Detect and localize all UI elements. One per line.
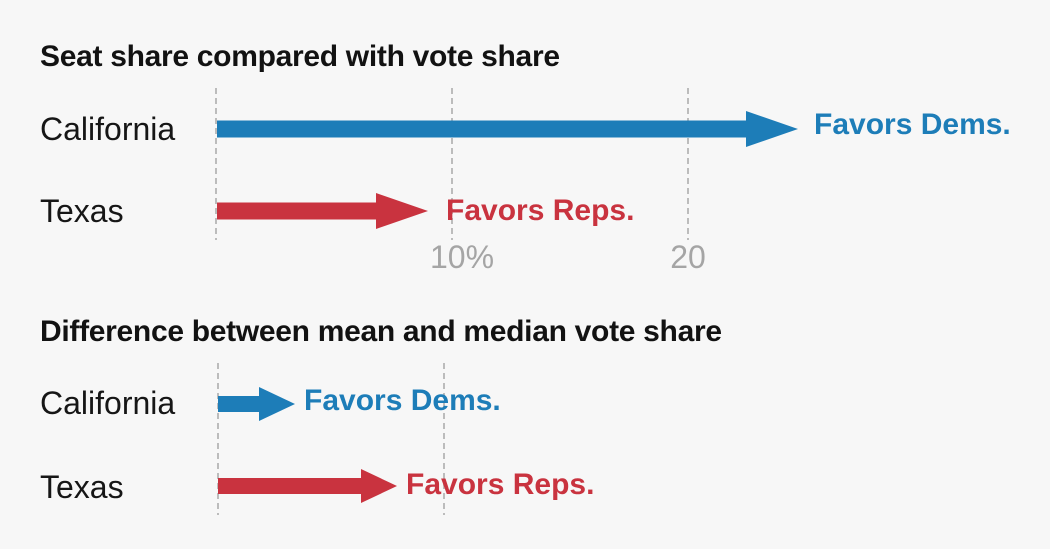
- chart1-california-favors-label: Favors Dems.: [814, 108, 1011, 141]
- chart1-texas-favors-label: Favors Reps.: [446, 194, 635, 227]
- chart2-row-label-texas: Texas: [40, 469, 124, 505]
- chart2-california-dem-arrow: [218, 387, 295, 421]
- arrow-head: [376, 193, 428, 229]
- chart1-axis-tick-10: 10%: [429, 239, 495, 275]
- arrow-shaft: [218, 396, 261, 412]
- chart1-axis-tick-20: 20: [670, 239, 706, 275]
- arrow-head: [361, 469, 397, 503]
- chart1-row-label-texas: Texas: [40, 193, 124, 229]
- chart2-texas-favors-label: Favors Reps.: [406, 468, 595, 501]
- chart2-texas-rep-arrow: [218, 469, 397, 503]
- arrow-shaft: [217, 120, 748, 138]
- chart2-title: Difference between mean and median vote …: [40, 315, 722, 348]
- arrow-shaft: [217, 202, 378, 220]
- arrow-head: [259, 387, 295, 421]
- arrow-shaft: [218, 478, 363, 494]
- chart1-gridline-10: [451, 88, 453, 240]
- chart2-row-label-california: California: [40, 385, 176, 421]
- chart1-gridline-20: [687, 88, 689, 240]
- chart1-title: Seat share compared with vote share: [40, 40, 560, 73]
- arrow-head: [746, 111, 798, 147]
- chart1-gridline-0: [215, 88, 217, 240]
- chart2-california-favors-label: Favors Dems.: [304, 384, 501, 417]
- chart1-california-dem-arrow: [217, 111, 798, 147]
- chart2-gridline-0: [217, 363, 219, 515]
- chart2-gridline-1: [443, 363, 445, 515]
- chart1-row-label-california: California: [40, 111, 176, 147]
- chart1-texas-rep-arrow: [217, 193, 428, 229]
